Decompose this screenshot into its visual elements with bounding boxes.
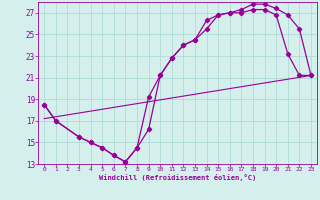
X-axis label: Windchill (Refroidissement éolien,°C): Windchill (Refroidissement éolien,°C)	[99, 174, 256, 181]
